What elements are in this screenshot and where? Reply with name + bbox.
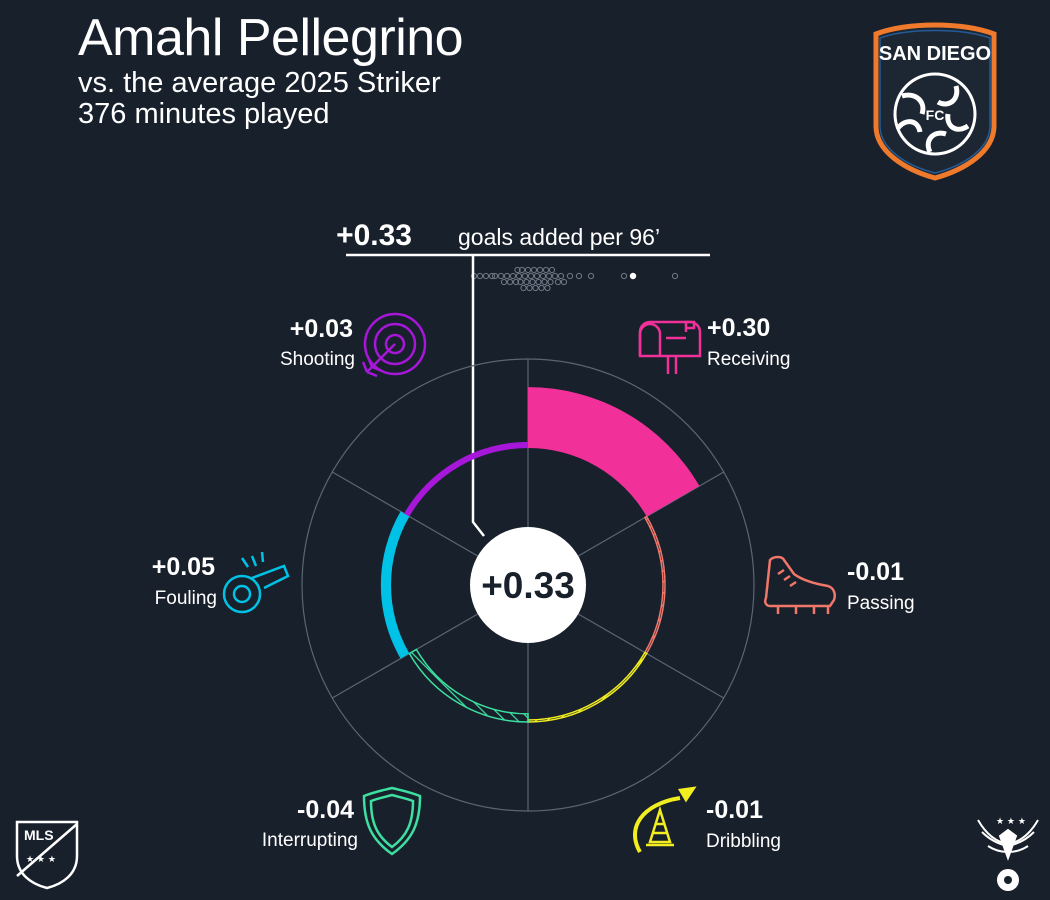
distribution-dot	[545, 272, 553, 280]
whistle-icon	[222, 551, 290, 614]
svg-text:★ ★ ★: ★ ★ ★	[996, 817, 1026, 827]
total-header: +0.33 goals added per 96’	[336, 219, 710, 537]
distribution-dot	[527, 272, 535, 280]
distribution-dot	[503, 272, 511, 280]
category-label-interrupting: -0.04 Interrupting	[262, 786, 422, 856]
bar-dribbling	[527, 651, 648, 723]
svg-text:★ ★ ★: ★ ★ ★	[26, 855, 56, 865]
eagle-soccer-ball-logo: ★ ★ ★	[977, 817, 1039, 891]
bar-interrupting	[408, 648, 529, 723]
cone-icon	[633, 786, 697, 854]
distribution-dot	[500, 278, 508, 286]
category-label-fouling: +0.05 Fouling	[152, 551, 290, 614]
distribution-dot	[515, 272, 523, 280]
category-name: Dribbling	[706, 831, 781, 852]
distribution-dot	[539, 272, 547, 280]
category-label-passing: -0.01 Passing	[763, 555, 915, 614]
bar-fouling	[380, 511, 410, 659]
category-name: Passing	[847, 593, 915, 614]
cleat-icon	[763, 555, 836, 614]
distribution-dot	[529, 278, 536, 286]
shield-icon	[362, 786, 422, 856]
distribution-dot	[476, 272, 484, 280]
bar-passing	[643, 515, 666, 655]
distribution-dot	[518, 266, 526, 274]
club-crest: SAN DIEGO FC	[873, 22, 997, 181]
club-monogram: FC	[926, 107, 945, 123]
distribution-dot	[497, 272, 505, 280]
value-label: +0.03	[290, 315, 353, 343]
distribution-dot	[544, 284, 551, 292]
category-name: Receiving	[707, 349, 790, 370]
total-connector	[471, 255, 485, 537]
distribution-dot	[536, 266, 544, 274]
total-value: +0.33	[336, 219, 412, 252]
distribution-dot	[530, 266, 538, 274]
value-label: +0.30	[707, 314, 770, 342]
distribution-dot	[587, 272, 595, 280]
distribution-dot	[547, 278, 554, 286]
distribution-dot	[535, 278, 542, 286]
distribution-dot	[482, 272, 490, 280]
distribution-dot	[554, 278, 562, 286]
distribution-dot	[512, 278, 520, 286]
comparison-text: vs. the average 2025 Striker	[78, 67, 441, 99]
mls-logo: MLS ★ ★ ★	[15, 820, 79, 890]
distribution-dot	[542, 266, 550, 274]
player-name: Amahl Pellegrino	[78, 9, 464, 67]
distribution-dot	[566, 272, 574, 280]
chart-bars	[380, 387, 700, 723]
mls-text: MLS	[24, 827, 54, 843]
category-name: Interrupting	[262, 830, 358, 851]
minutes-played: 376 minutes played	[78, 98, 330, 130]
distribution-dot	[523, 278, 530, 286]
distribution-dot	[509, 272, 517, 280]
distribution-dot	[491, 272, 499, 280]
distribution-dot	[551, 272, 559, 280]
player-distribution-dot	[629, 272, 637, 280]
bar-receiving	[528, 387, 700, 517]
value-label: -0.04	[297, 796, 354, 824]
distribution-dot	[560, 278, 568, 286]
category-name: Fouling	[155, 588, 217, 609]
subtitle: vs. the average 2025 Striker 376 minutes…	[78, 68, 441, 130]
distribution-dot	[538, 284, 545, 292]
distribution-dot	[620, 272, 628, 280]
value-label: -0.01	[706, 796, 763, 824]
club-name-text: SAN DIEGO	[879, 43, 991, 65]
distribution-dot	[541, 278, 548, 286]
category-label-dribbling: -0.01 Dribbling	[633, 786, 781, 854]
distribution-dot	[521, 272, 529, 280]
center-value: +0.33	[481, 565, 575, 606]
distribution-dot	[524, 266, 532, 274]
distribution-dot	[533, 272, 541, 280]
distribution-dot	[517, 278, 524, 286]
distribution-dot	[526, 284, 533, 292]
total-label: goals added per 96’	[458, 224, 660, 250]
distribution-dot	[548, 266, 556, 274]
bar-shooting	[404, 441, 528, 517]
distribution-dot	[488, 272, 496, 280]
crest-ball	[893, 72, 977, 156]
distribution-dot	[514, 266, 521, 274]
category-name: Shooting	[280, 349, 355, 370]
distribution-dot	[557, 272, 565, 280]
category-label-shooting: +0.03 Shooting	[280, 312, 427, 378]
category-label-receiving: +0.30 Receiving	[638, 314, 790, 374]
target-icon	[361, 312, 427, 378]
distribution-dot	[506, 278, 514, 286]
distribution-dot	[520, 284, 527, 292]
distribution-dot	[575, 272, 583, 280]
distribution-dot	[532, 284, 539, 292]
value-label: -0.01	[847, 558, 904, 586]
value-label: +0.05	[152, 553, 215, 581]
mailbox-icon	[638, 320, 702, 374]
distribution-dot	[671, 272, 679, 280]
league-distribution	[470, 266, 679, 292]
center-circle	[470, 527, 586, 643]
